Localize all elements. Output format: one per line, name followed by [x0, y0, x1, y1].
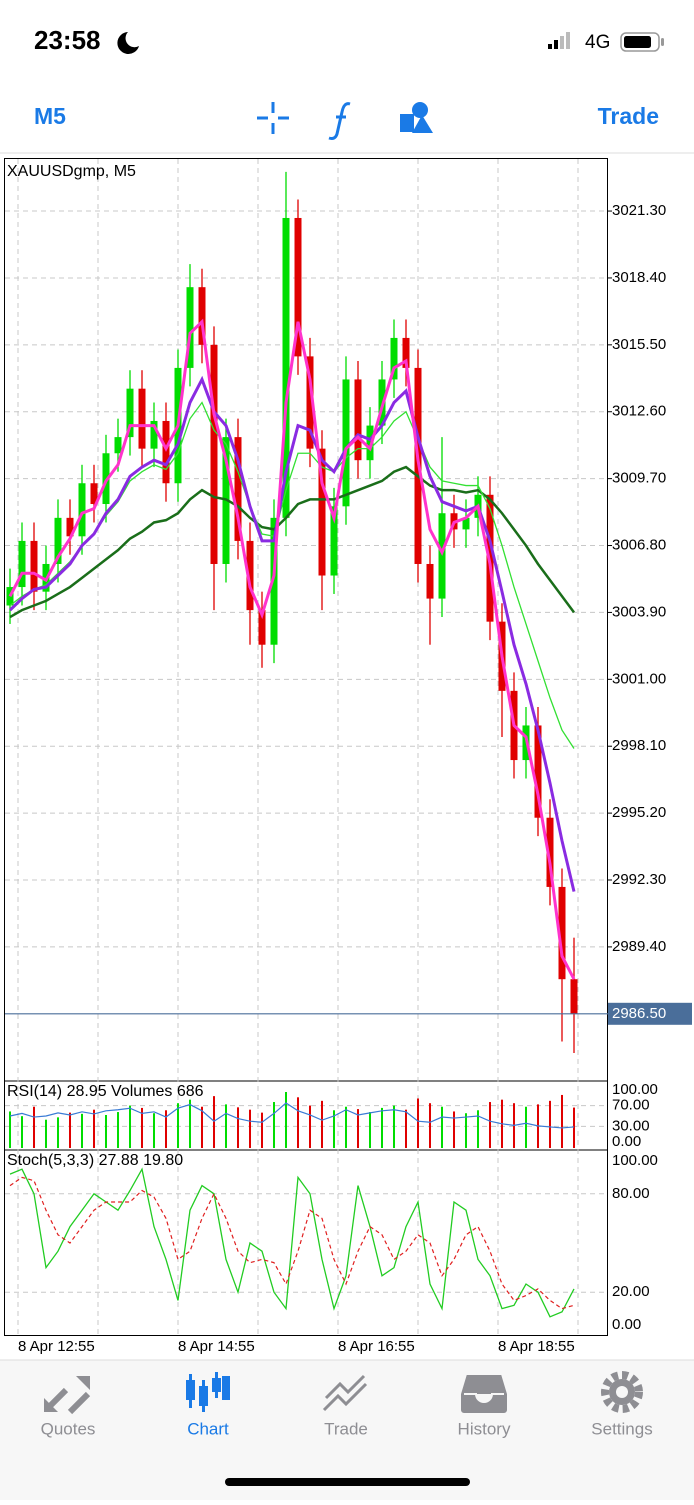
moon-icon — [117, 32, 139, 54]
candle-body — [534, 725, 542, 818]
grid — [5, 159, 612, 1335]
indicators-button[interactable] — [328, 102, 351, 140]
candle-body — [318, 448, 326, 576]
rsi-title: RSI(14) 28.95 Volumes 686 — [7, 1083, 204, 1100]
x-tick-label: 8 Apr 14:55 — [178, 1338, 255, 1355]
moving-average-line — [8, 318, 576, 980]
rsi-line — [9, 1102, 575, 1129]
history-icon — [459, 1373, 509, 1415]
candle-body — [126, 388, 134, 438]
candle-body — [6, 587, 14, 606]
candle-body — [270, 517, 278, 645]
y-tick-label: 100.00 — [612, 1081, 658, 1098]
tab-label[interactable]: Settings — [591, 1419, 652, 1438]
y-tick-label: 2992.30 — [612, 871, 666, 888]
candle-body — [354, 379, 362, 461]
y-tick-label: 0.00 — [612, 1133, 641, 1150]
candle-body — [114, 437, 122, 454]
y-tick-label: 30.00 — [612, 1117, 650, 1134]
symbol-label: XAUUSDgmp, M5 — [7, 163, 136, 180]
y-tick-label: 3018.40 — [612, 269, 666, 286]
candle-body — [330, 506, 338, 576]
y-tick-label: 2989.40 — [612, 938, 666, 955]
candle-body — [390, 337, 398, 380]
candle-body — [54, 517, 62, 564]
y-tick-label: 0.00 — [612, 1316, 641, 1333]
candle-body — [342, 379, 350, 507]
home-indicator — [225, 1478, 470, 1486]
clock: 23:58 — [34, 25, 101, 55]
candle-body — [186, 287, 194, 368]
candle-body — [90, 483, 98, 505]
current-price-label: 2986.50 — [612, 1005, 666, 1022]
candle-body — [66, 517, 74, 537]
x-tick-label: 8 Apr 12:55 — [18, 1338, 95, 1355]
candle-body — [150, 420, 158, 449]
quotes-icon — [44, 1376, 91, 1415]
signal-icon — [548, 32, 570, 49]
chart-icon — [186, 1372, 230, 1412]
y-tick-label: 70.00 — [612, 1097, 650, 1114]
stoch-signal-line — [9, 1176, 575, 1310]
objects-button[interactable] — [400, 102, 433, 133]
battery-icon — [620, 32, 664, 52]
tab-label[interactable]: Chart — [187, 1419, 229, 1438]
candle-body — [402, 337, 410, 368]
crosshair-button[interactable] — [257, 102, 289, 134]
candle-body — [570, 979, 578, 1014]
candle-body — [546, 817, 554, 887]
tab-label[interactable]: Trade — [324, 1419, 368, 1438]
candle-body — [258, 610, 266, 645]
trade-button[interactable]: Trade — [598, 103, 659, 129]
candle-body — [162, 420, 170, 484]
chart-frame — [4, 158, 608, 1336]
y-tick-label: 3012.60 — [612, 403, 666, 420]
candle-body — [30, 540, 38, 592]
candle-body — [306, 356, 314, 449]
y-tick-label: 3009.70 — [612, 470, 666, 487]
y-tick-label: 100.00 — [612, 1152, 658, 1169]
moving-average-line — [9, 465, 576, 619]
timeframe-button[interactable]: M5 — [34, 103, 66, 129]
tab-label[interactable]: Quotes — [41, 1419, 96, 1438]
candle-body — [210, 344, 218, 564]
tab-bar — [0, 1360, 694, 1500]
trade-icon — [322, 1374, 368, 1412]
y-tick-label: 3021.30 — [612, 202, 666, 219]
x-tick-label: 8 Apr 18:55 — [498, 1338, 575, 1355]
y-tick-label: 3015.50 — [612, 336, 666, 353]
y-tick-label: 20.00 — [612, 1283, 650, 1300]
candle-body — [234, 437, 242, 541]
stoch-title: Stoch(5,3,3) 27.88 19.80 — [7, 1152, 183, 1169]
candle-body — [438, 513, 446, 599]
candle-body — [138, 388, 146, 449]
y-tick-label: 3003.90 — [612, 603, 666, 620]
y-tick-label: 2998.10 — [612, 737, 666, 754]
settings-icon — [601, 1371, 643, 1413]
current-price-tag — [608, 1002, 692, 1025]
candle-body — [246, 540, 254, 611]
candle-body — [198, 287, 206, 345]
y-tick-label: 80.00 — [612, 1185, 650, 1202]
candle-body — [558, 886, 566, 980]
x-tick-label: 8 Apr 16:55 — [338, 1338, 415, 1355]
candle-body — [78, 483, 86, 537]
stoch-main-line — [9, 1167, 575, 1318]
y-tick-label: 3006.80 — [612, 536, 666, 553]
network-label: 4G — [585, 32, 610, 53]
candle-body — [366, 425, 374, 461]
candle-body — [294, 217, 302, 357]
y-tick-label: 2995.20 — [612, 804, 666, 821]
candle-body — [282, 217, 290, 518]
candle-body — [426, 563, 434, 599]
candle-body — [18, 540, 26, 588]
y-tick-label: 3001.00 — [612, 670, 666, 687]
tab-label[interactable]: History — [458, 1419, 511, 1438]
plot — [5, 171, 608, 1318]
candle-body — [462, 517, 470, 530]
